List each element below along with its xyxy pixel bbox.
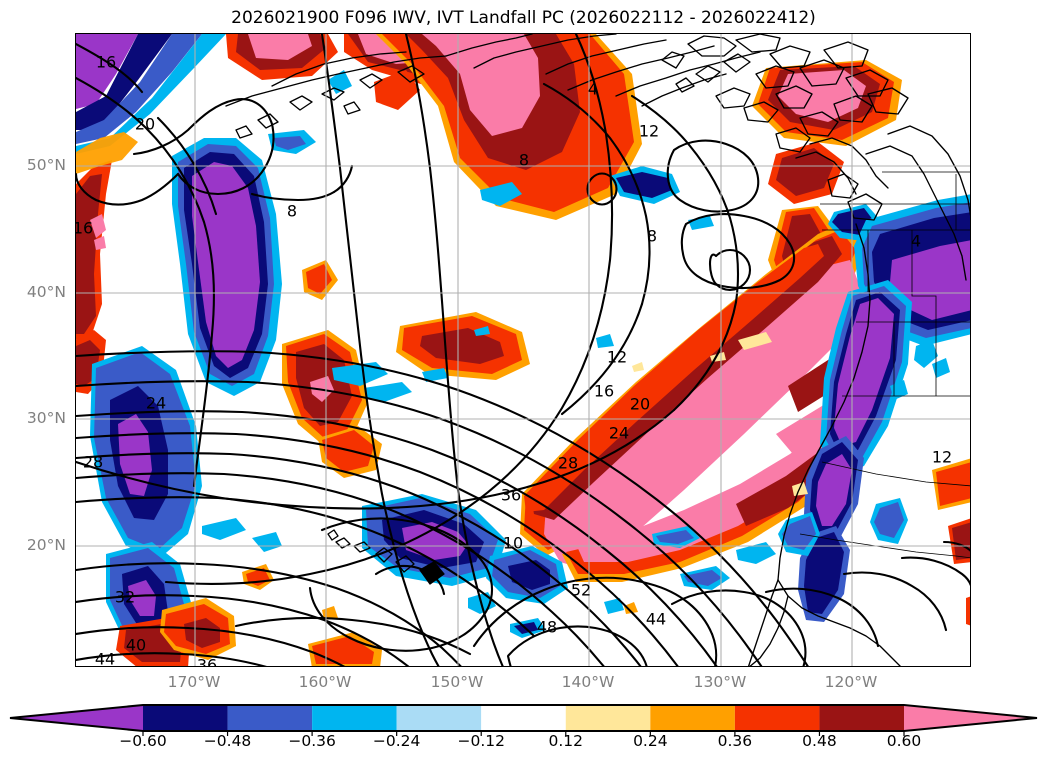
contour-label: 4 [588, 80, 598, 99]
contour-label: 36 [197, 656, 217, 668]
political-borders [799, 171, 970, 559]
latitude-tick-label: 50°N [26, 156, 66, 174]
contour-label: 44 [95, 650, 115, 668]
colorbar-band [227, 705, 313, 731]
longitude-tick-label: 160°W [298, 673, 352, 691]
contour-label: 36 [501, 486, 521, 505]
latitude-tick-label: 40°N [26, 283, 66, 301]
contour-label: 8 [647, 227, 657, 246]
contour-label: 12 [607, 348, 627, 367]
colorbar-band [396, 705, 482, 731]
colorbar-tick-label: 0.24 [633, 732, 668, 750]
contour-label: 40 [126, 636, 146, 655]
colorbar-tick-label: −0.48 [203, 732, 252, 750]
colorbar-band [143, 705, 228, 731]
colorbar-tick-label: −0.60 [119, 732, 167, 750]
colorbar-band [734, 705, 820, 731]
contour-label: 16 [594, 382, 614, 401]
latitude-tick-label: 20°N [26, 536, 66, 554]
contour-label: 28 [83, 453, 103, 472]
contour-label: 32 [115, 588, 135, 607]
contour-label: 12 [639, 122, 659, 141]
colorbar-band [904, 705, 1037, 731]
contour-label: 28 [558, 454, 578, 473]
contour-label: 24 [609, 424, 629, 443]
colorbar-tick-label: −0.36 [288, 732, 336, 750]
contour-label: 52 [571, 581, 591, 600]
contour-labels: 1620164128884242812162024283610325248444… [76, 53, 952, 668]
contour-label: 16 [96, 53, 116, 72]
contour-label: 8 [287, 202, 297, 221]
contour-label: 16 [76, 219, 93, 238]
longitude-tick-label: 150°W [430, 673, 484, 691]
contour-label: 20 [135, 115, 155, 134]
colorbar-tick-label: −0.24 [372, 732, 421, 750]
longitude-tick-label: 140°W [561, 673, 615, 691]
colorbar-band [819, 705, 904, 731]
contour-label: 24 [146, 394, 166, 413]
colorbar-band [650, 705, 735, 731]
colorbar-band [565, 705, 651, 731]
colorbar-band [312, 705, 397, 731]
longitude-tick-label: 130°W [693, 673, 747, 691]
longitude-tick-label: 120°W [824, 673, 878, 691]
contour-label: 8 [519, 151, 529, 170]
colorbar-tick-label: 0.36 [717, 732, 753, 750]
map-canvas: 1620164128884242812162024283610325248444… [76, 34, 970, 668]
map-plot-area: 1620164128884242812162024283610325248444… [75, 33, 971, 667]
colorbar: −0.60 −0.48 −0.36 −0.24 −0.12 0.12 0.24 0.36 0.4… [0, 697, 1047, 765]
colorbar-band [481, 705, 566, 731]
colorbar-tick-label: −0.12 [457, 732, 505, 750]
contour-label: 4 [911, 232, 921, 251]
colorbar-tick-label: 0.60 [886, 732, 922, 750]
colorbar-tick-label: 0.48 [802, 732, 837, 750]
map-gridlines [76, 34, 970, 666]
ivt-contours [76, 34, 970, 666]
page-title: 2026021900 F096 IWV, IVT Landfall PC (20… [231, 8, 816, 28]
contour-label: 10 [503, 534, 523, 553]
coastlines [225, 34, 970, 666]
colorbar-tick-label: 0.12 [548, 732, 584, 750]
colorbar-band [10, 705, 143, 731]
latitude-tick-label: 30°N [26, 409, 66, 427]
contour-label: 20 [630, 395, 650, 414]
contour-label: 44 [646, 610, 666, 629]
contour-label: 12 [932, 448, 952, 467]
longitude-tick-label: 170°W [167, 673, 221, 691]
contour-label: 48 [537, 618, 557, 637]
colorbar-swatches [9, 704, 1038, 736]
